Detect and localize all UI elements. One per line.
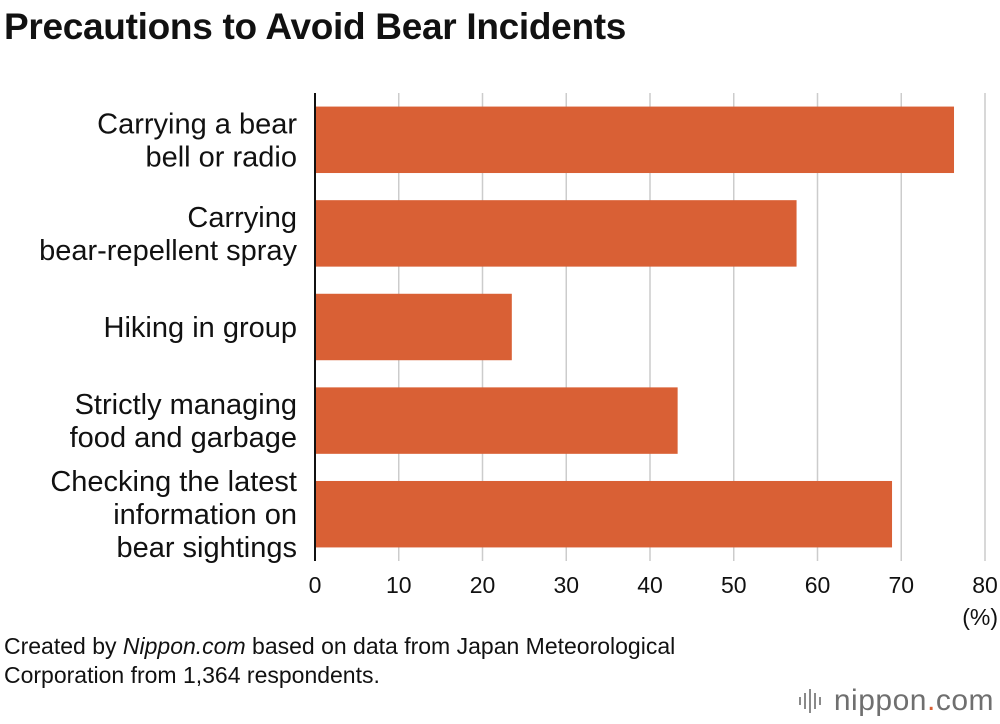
- x-tick-label: 70: [888, 572, 914, 598]
- x-unit-label: (%): [962, 604, 998, 630]
- x-tick-label: 30: [553, 572, 579, 598]
- bar: [315, 293, 512, 361]
- source-suffix: based on data from Japan Meteorological …: [4, 633, 676, 688]
- bars: [315, 106, 955, 548]
- category-label: Hiking in group: [104, 312, 297, 344]
- category-label-line: Hiking in group: [104, 312, 297, 344]
- category-label-line: bell or radio: [145, 141, 297, 173]
- x-tick-label: 40: [637, 572, 663, 598]
- bar: [315, 200, 797, 267]
- category-label: Checking the latest information on bear si…: [50, 466, 297, 564]
- source-site: Nippon.com: [122, 633, 246, 659]
- chart-title: Precautions to Avoid Bear Incidents: [4, 6, 627, 47]
- category-label-line: bear-repellent spray: [39, 235, 297, 267]
- category-label: Carrying a bear bell or radio: [97, 108, 297, 173]
- category-label: Carrying bear-repellent spray: [39, 202, 297, 267]
- bar: [315, 106, 955, 174]
- sound-wave-icon: [798, 689, 821, 713]
- category-label-line: bear sightings: [116, 532, 297, 564]
- logo-name: nippon: [833, 684, 927, 717]
- category-label-line: information on: [113, 499, 297, 531]
- category-label-line: Strictly managing: [75, 389, 297, 421]
- x-tick-label: 0: [309, 572, 322, 598]
- logo-dot: .: [926, 684, 936, 717]
- logo-tld: com: [935, 684, 994, 717]
- source-prefix: Created by: [4, 633, 123, 659]
- bar: [315, 387, 678, 454]
- source-note: Created by Nippon.com based on data from…: [4, 632, 764, 690]
- category-label-line: Carrying a bear: [97, 108, 297, 140]
- x-tick-labels: 0 10 20 30 40 50 60 70 80: [309, 572, 998, 598]
- category-label: Strictly managing food and garbage: [70, 389, 297, 454]
- x-tick-label: 60: [805, 572, 831, 598]
- bar: [315, 480, 893, 548]
- x-tick-label: 10: [386, 572, 412, 598]
- category-label-line: Carrying: [187, 202, 297, 234]
- nippon-logo: nippon. com: [798, 684, 994, 718]
- category-label-line: Checking the latest: [50, 466, 297, 498]
- x-tick-label: 20: [470, 572, 496, 598]
- x-tick-label: 80: [972, 572, 998, 598]
- category-label-line: food and garbage: [70, 422, 297, 454]
- x-tick-label: 50: [721, 572, 747, 598]
